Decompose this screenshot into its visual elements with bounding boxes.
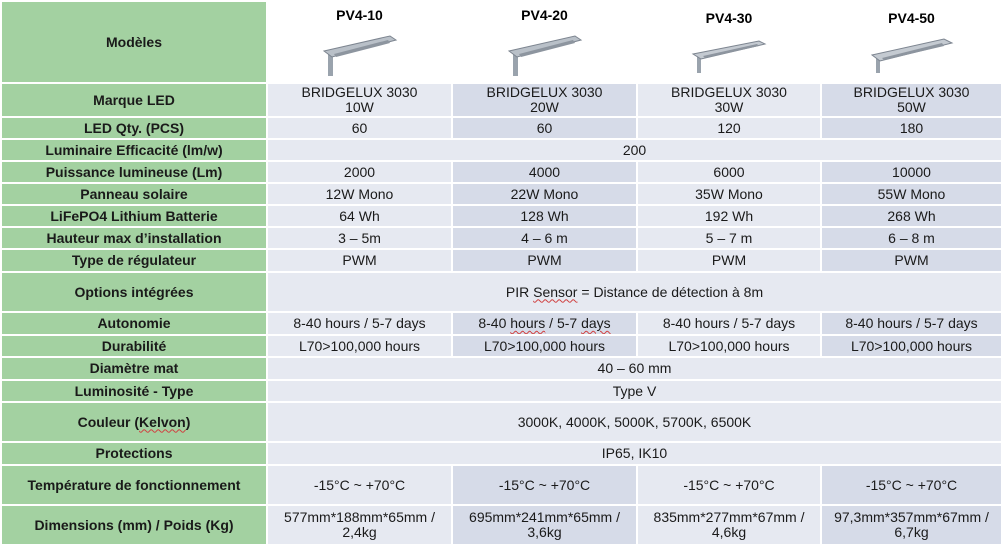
row-value: BRIDGELUX 3030 10W [266,82,453,118]
spec-row: Panneau solaire 12W Mono 22W Mono 35W Mono 5… [0,182,1001,206]
row-value: 695mm*241mm*65mm /3,6kg [451,504,638,546]
row-value-span: PIR Sensor = Distance de détection à 8m [266,271,1001,313]
row-value: 60 [451,116,638,140]
row-value-span: 3000K, 4000K, 5000K, 5700K, 6500K [266,401,1001,443]
row-value: PWM [266,248,453,273]
row-label: Luminaire Efficacité (lm/w) [0,138,268,162]
spec-row: Protections IP65, IK10 [0,441,1001,466]
spec-row: Luminosité - Type Type V [0,379,1001,403]
row-value: PWM [451,248,638,273]
row-value: L70>100,000 hours [820,334,1001,358]
row-label: Protections [0,441,268,466]
spec-row: Luminaire Efficacité (lm/w) 200 [0,138,1001,162]
row-value: PWM [820,248,1001,273]
row-value: 835mm*277mm*67mm /4,6kg [636,504,822,546]
row-value: 8-40 hours / 5-7 days [636,311,822,336]
row-value: 192 Wh [636,204,822,228]
row-value-span: 40 – 60 mm [266,356,1001,381]
row-value: 8-40 hours / 5-7 days [266,311,453,336]
row-label: Durabilité [0,334,268,358]
row-value: 128 Wh [451,204,638,228]
row-value: BRIDGELUX 3030 50W [820,82,1001,118]
row-value: 3 – 5m [266,226,453,250]
spec-row: Autonomie 8-40 hours / 5-7 days 8-40 hours… [0,311,1001,336]
model-name: PV4-10 [336,7,383,23]
row-value: 55W Mono [820,182,1001,206]
row-value: 5 – 7 m [636,226,822,250]
row-value: 577mm*188mm*65mm /2,4kg [266,504,453,546]
street-lamp-icon [507,35,582,76]
model-cell: PV4-10 [266,0,453,84]
row-label: Panneau solaire [0,182,268,206]
spec-row: LED Qty. (PCS) 60 60 120 180 [0,116,1001,140]
row-value: 268 Wh [820,204,1001,228]
spec-row: Options intégrées PIR Sensor = Distance d… [0,271,1001,313]
row-value: 6000 [636,160,822,184]
row-label: LiFePO4 Lithium Batterie [0,204,268,228]
row-label: Type de régulateur [0,248,268,273]
row-value: 35W Mono [636,182,822,206]
model-name: PV4-30 [705,10,753,26]
row-value-span: Type V [266,379,1001,403]
row-value-span: 200 [266,138,1001,162]
header-label: Modèles [0,0,268,84]
row-label: Température de fonctionnement [0,464,268,506]
row-value: 6 – 8 m [820,226,1001,250]
row-value: 12W Mono [266,182,453,206]
street-lamp-icon [870,38,953,73]
model-name: PV4-50 [888,10,935,26]
row-label: Diamètre mat [0,356,268,381]
row-value: -15°C ~ +70°C [266,464,453,506]
model-cell: PV4-50 [820,0,1001,84]
spec-row: Marque LED BRIDGELUX 3030 10W BRIDGELUX 303… [0,82,1001,118]
row-value: 4000 [451,160,638,184]
street-lamp-icon [691,40,767,73]
row-value: L70>100,000 hours [451,334,638,358]
model-cell: PV4-20 [451,0,638,84]
row-value: 120 [636,116,822,140]
spec-row: Durabilité L70>100,000 hours L70>100,000 h… [0,334,1001,358]
spec-row: Type de régulateur PWM PWM PWM PWM [0,248,1001,273]
spec-row: LiFePO4 Lithium Batterie 64 Wh 128 Wh 192 W… [0,204,1001,228]
model-cell: PV4-30 [636,0,822,84]
row-value: -15°C ~ +70°C [636,464,822,506]
spec-row: Couleur (Kelvon) 3000K, 4000K, 5000K, 570… [0,401,1001,443]
row-value-span: IP65, IK10 [266,441,1001,466]
row-value: L70>100,000 hours [636,334,822,358]
spec-row: Diamètre mat 40 – 60 mm [0,356,1001,381]
row-label: Marque LED [0,82,268,118]
row-label: Luminosité - Type [0,379,268,403]
spec-row: Puissance lumineuse (Lm) 2000 4000 6000 1000… [0,160,1001,184]
row-value: -15°C ~ +70°C [451,464,638,506]
model-name: PV4-20 [521,7,568,23]
header-row: Modèles PV4-10 PV4-20 PV4-30 [0,0,1001,84]
row-value: 97,3mm*357mm*67mm /6,7kg [820,504,1001,546]
row-value: 8-40 hours / 5-7 days [451,311,638,336]
row-label: Autonomie [0,311,268,336]
row-value: 8-40 hours / 5-7 days [820,311,1001,336]
row-value: BRIDGELUX 3030 20W [451,82,638,118]
spec-row: Dimensions (mm) / Poids (Kg) 577mm*188mm*… [0,504,1001,546]
row-value: 2000 [266,160,453,184]
row-value: 22W Mono [451,182,638,206]
row-value: 180 [820,116,1001,140]
row-value: -15°C ~ +70°C [820,464,1001,506]
row-value: PWM [636,248,822,273]
row-label: Dimensions (mm) / Poids (Kg) [0,504,268,546]
spec-row: Température de fonctionnement -15°C ~ +70… [0,464,1001,506]
row-label: Puissance lumineuse (Lm) [0,160,268,184]
row-label: Options intégrées [0,271,268,313]
row-value: 10000 [820,160,1001,184]
row-value: 60 [266,116,453,140]
row-label: Couleur (Kelvon) [0,401,268,443]
street-lamp-icon [322,35,397,76]
row-value: BRIDGELUX 3030 30W [636,82,822,118]
row-label: LED Qty. (PCS) [0,116,268,140]
row-value: 64 Wh [266,204,453,228]
row-value: 4 – 6 m [451,226,638,250]
row-label: Hauteur max d’installation [0,226,268,250]
row-value: L70>100,000 hours [266,334,453,358]
